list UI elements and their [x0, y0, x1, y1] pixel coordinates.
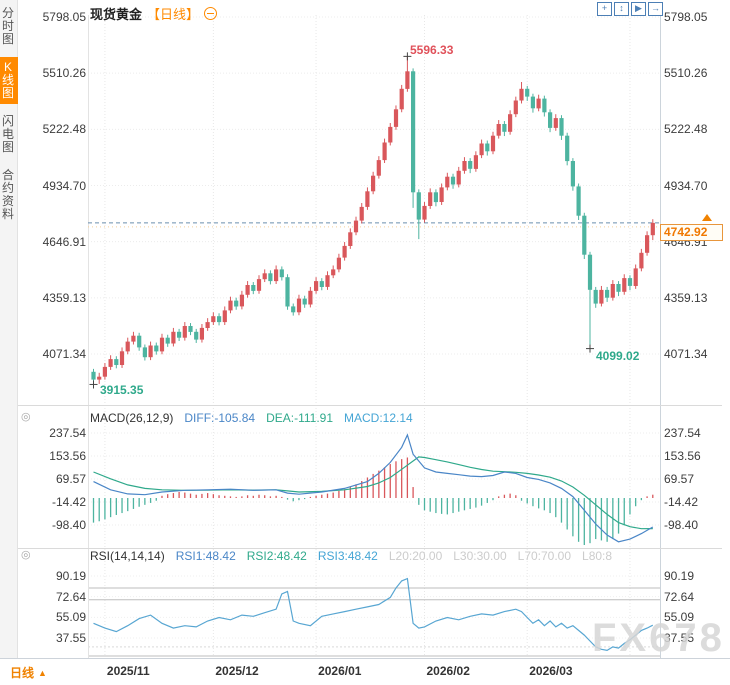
caret-up-icon: ▲: [38, 667, 47, 678]
date-axis-bar: [0, 658, 730, 685]
rsi-params-label: RSI(14,14,14): [90, 549, 165, 563]
rsi-level-label: L30:30.00: [453, 549, 507, 563]
swing-low-annotation: 4099.02: [596, 349, 640, 363]
pan-right-icon[interactable]: →: [648, 2, 663, 16]
rsi-y-axis-label: 37.55: [664, 631, 695, 645]
rsi-y-axis-label: 55.09: [55, 610, 86, 625]
sidebar: 分时图 K线图闪电图合约资料: [0, 0, 18, 658]
sidebar-tab-1[interactable]: 分时图: [1, 6, 16, 46]
macd-header: MACD(26,12,9) DIFF:-105.84 DEA:-111.91 M…: [90, 411, 413, 425]
period-selector[interactable]: 日线 ▲: [10, 664, 47, 681]
symbol-title: 现货黄金: [90, 7, 143, 22]
macd-y-axis-label: -98.40: [51, 517, 86, 532]
last-price-badge: 4742.92: [660, 224, 723, 241]
price-y-axis-label: 4934.70: [664, 178, 708, 193]
rsi-level-label: L20:20.00: [388, 549, 443, 563]
low-price-annotation: 3915.35: [100, 383, 144, 397]
macd-y-axis-label: 153.56: [49, 448, 86, 463]
rsi1-value: RSI1:48.42: [175, 549, 236, 563]
rsi-y-axis-label: 37.55: [55, 631, 86, 645]
price-y-axis-label: 5510.26: [664, 66, 708, 81]
rsi-header: RSI(14,14,14) RSI1:48.42 RSI2:48.42 RSI3…: [90, 549, 612, 563]
price-y-axis-label: 4359.13: [42, 290, 86, 305]
x-axis-date-label: 2026/02: [426, 664, 470, 678]
x-axis-date-label: 2025/12: [215, 664, 259, 678]
macd-y-axis-label: 69.57: [664, 471, 695, 486]
macd-y-axis-label: 237.54: [664, 425, 701, 440]
sidebar-tab-4[interactable]: 合约资料: [1, 168, 16, 221]
macd-settings-icon[interactable]: ◎: [21, 411, 31, 423]
macd-y-axis-label: -14.42: [51, 494, 86, 509]
rsi-y-axis-label: 72.64: [55, 589, 86, 604]
macd-hist-value: MACD:12.14: [344, 411, 413, 425]
price-y-axis-label: 4359.13: [664, 290, 708, 305]
sidebar-tab-2[interactable]: K线图: [0, 57, 18, 104]
price-y-axis-label: 4646.91: [42, 234, 86, 249]
up-arrow-icon: [702, 214, 712, 221]
rsi-y-axis-label: 55.09: [664, 610, 695, 625]
price-y-axis-label: 4071.34: [664, 347, 708, 361]
rsi-level-label: L70:70.00: [517, 549, 572, 563]
period-label: 【日线】: [147, 7, 200, 22]
rsi3-value: RSI3:48.42: [317, 549, 378, 563]
price-y-axis-label: 5222.48: [42, 122, 86, 137]
auto-scroll-icon[interactable]: ▶: [631, 2, 646, 16]
macd-params-label: MACD(26,12,9): [90, 411, 174, 425]
macd-dea-value: DEA:-111.91: [266, 411, 334, 425]
rsi-y-axis-label: 90.19: [664, 569, 695, 583]
period-selector-label: 日线: [10, 666, 35, 680]
price-y-axis-label: 5798.05: [664, 10, 708, 24]
rsi-level-label: L80:8: [582, 549, 613, 563]
high-price-annotation: 5596.33: [410, 43, 454, 57]
price-y-axis-label: 4934.70: [42, 178, 86, 193]
axis-scale-icon[interactable]: ↕: [614, 2, 629, 16]
collapse-icon[interactable]: [204, 7, 218, 20]
title-bar: 现货黄金 【日线】: [90, 4, 218, 23]
rsi-level-labels: L20:20.00 L30:30.00 L70:70.00 L80:8: [389, 549, 612, 563]
crosshair-icon[interactable]: +: [597, 2, 612, 16]
price-y-axis-label: 4071.34: [42, 347, 86, 361]
sidebar-tab-3[interactable]: 闪电图: [1, 114, 16, 154]
macd-y-axis-label: -14.42: [664, 494, 699, 509]
macd-y-axis-label: 153.56: [664, 448, 701, 463]
macd-y-axis-label: 237.54: [49, 425, 86, 440]
rsi-y-axis-label: 72.64: [664, 589, 695, 604]
price-y-axis-label: 5510.26: [42, 66, 86, 81]
x-axis-date-label: 2025/11: [106, 664, 150, 678]
x-axis-date-label: 2026/01: [318, 664, 362, 678]
rsi2-value: RSI2:48.42: [246, 549, 307, 563]
chart-toolbar: + ↕ ▶ →: [597, 2, 663, 16]
rsi-y-axis-label: 90.19: [55, 569, 86, 583]
rsi-settings-icon[interactable]: ◎: [21, 549, 31, 561]
watermark: FX678: [592, 616, 725, 660]
price-y-axis-label: 5798.05: [42, 10, 86, 24]
price-y-axis-label: 5222.48: [664, 122, 708, 137]
macd-y-axis-label: 69.57: [55, 471, 86, 486]
x-axis-date-label: 2026/03: [529, 664, 573, 678]
macd-y-axis-label: -98.40: [664, 517, 699, 532]
macd-diff-value: DIFF:-105.84: [184, 411, 256, 425]
